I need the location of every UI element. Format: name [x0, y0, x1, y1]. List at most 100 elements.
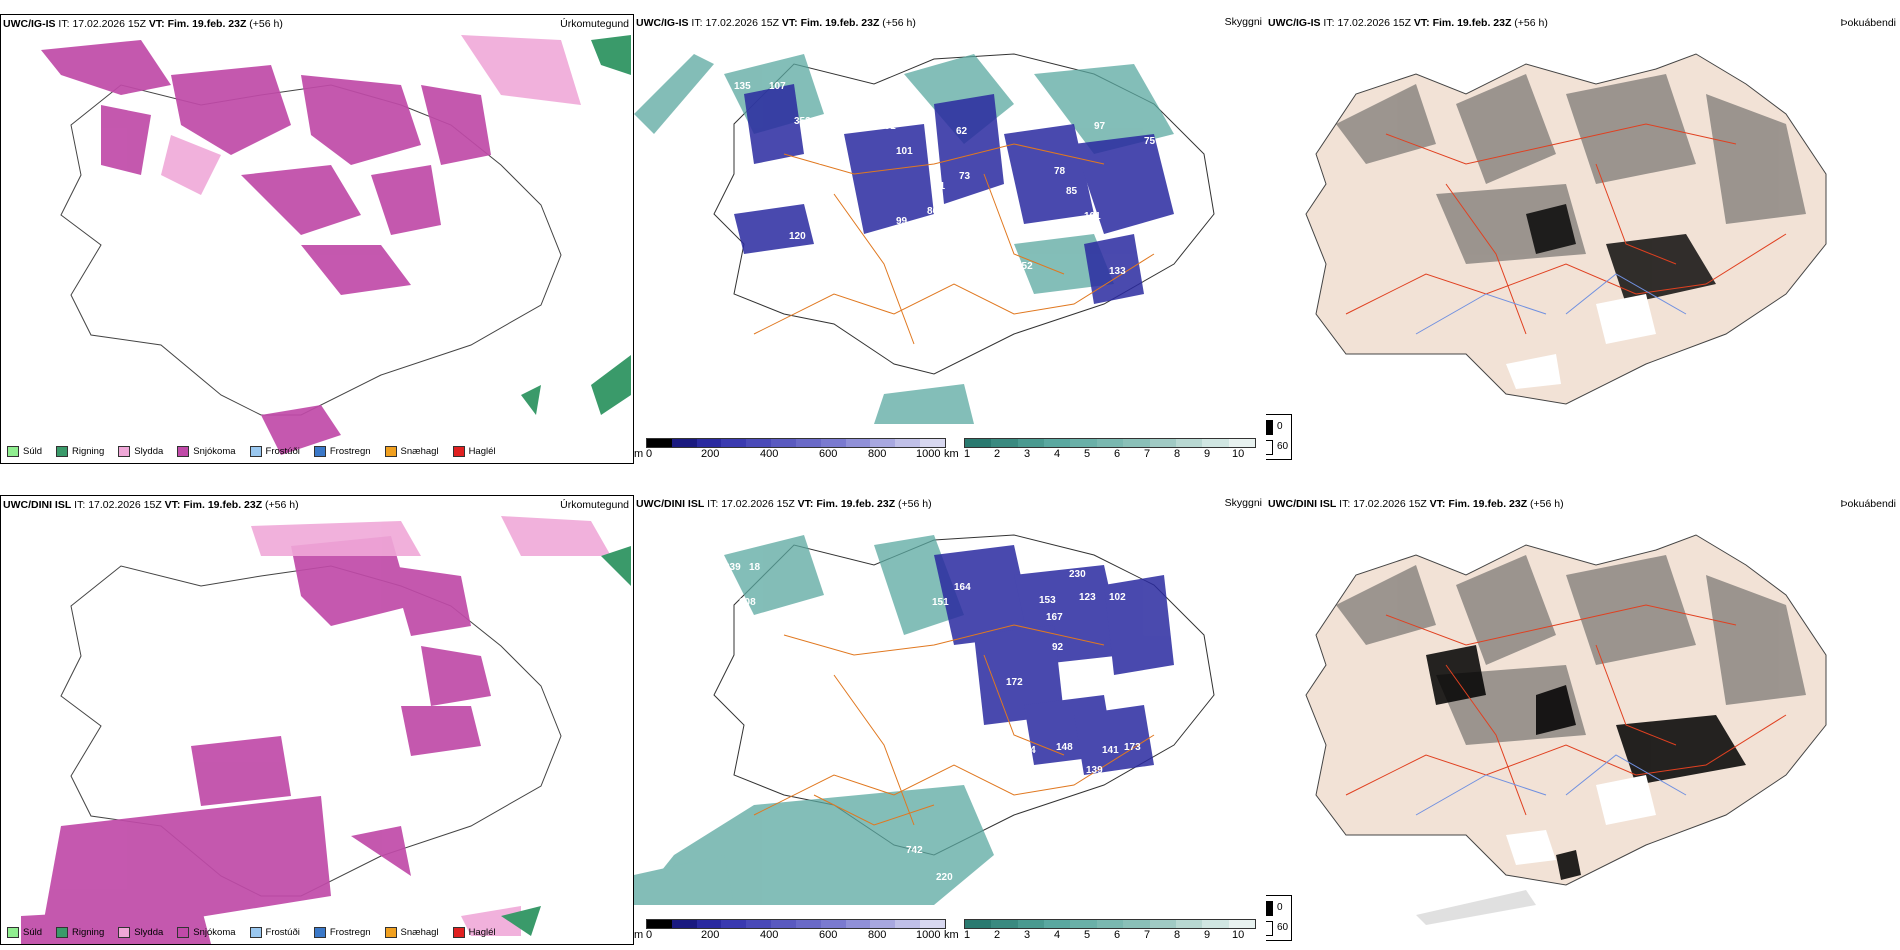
map-value-label: 94	[896, 241, 908, 252]
fog-legend-black	[1266, 420, 1273, 435]
panel-header: UWC/DINI ISL IT: 17.02.2026 15Z VT: Fim.…	[3, 499, 299, 511]
tick-label: 4	[1054, 929, 1061, 941]
colorbar-segment	[771, 439, 796, 447]
panel-type-label: Þokuábendi	[1840, 498, 1896, 510]
legend-item: Frostregn	[313, 446, 371, 457]
tick-label: 3	[1024, 448, 1031, 460]
map-value-label: 120	[789, 231, 806, 242]
visibility-labels-layer: 135 107 147 353 391 62 101 160 109 73 81…	[724, 81, 1156, 302]
map-value-label: 124	[1019, 745, 1036, 756]
panel-type-label: Úrkomutegund	[560, 18, 629, 30]
colorbar-segment	[1096, 920, 1124, 928]
map-value-label: 239	[724, 562, 741, 573]
tick-label: 2	[994, 448, 1001, 460]
legend-item: Snæhagl	[384, 927, 439, 938]
fog-legend-black-label: 0	[1277, 421, 1283, 432]
legend-item: Frostregn	[313, 927, 371, 938]
visibility-unit: km	[944, 929, 959, 941]
panel-type-label: Skyggni	[1224, 497, 1262, 509]
colorbar-segment	[1175, 439, 1203, 447]
tick-label: 400	[760, 929, 779, 941]
ceiling-unit: m	[634, 448, 644, 460]
tick-label: 7	[1144, 448, 1151, 460]
fog-map	[1305, 534, 1827, 925]
colorbar-segment	[1175, 920, 1203, 928]
colorbar-segment	[965, 439, 992, 447]
legend-item: Rigning	[56, 927, 104, 938]
tick-label: 400	[760, 448, 779, 460]
visibility-panel-top: UWC/IG-IS IT: 17.02.2026 15Z VT: Fim. 19…	[634, 14, 1266, 464]
colorbar-segment	[1096, 439, 1124, 447]
tick-label: 9	[1204, 929, 1211, 941]
colorbar-segment	[671, 439, 697, 447]
legend-item: Slydda	[118, 927, 163, 938]
map-value-label: 101	[1084, 211, 1101, 222]
precip-legend: Súld Rigning Slydda Snjókoma Frostúði Fr…	[7, 446, 496, 457]
visibility-colorbar: km 1 2 3 4 5 6 7 8 9 10	[944, 438, 1264, 464]
visibility-labels-layer: 239 18 108 257 89 151 164 230 123 102 15…	[724, 562, 1141, 883]
precip-map	[21, 516, 631, 944]
tick-label: 1000	[916, 929, 941, 941]
legend-item: Súld	[7, 446, 42, 457]
colorbar-segment	[1228, 920, 1255, 928]
visibility-colorbar-ramp	[964, 919, 1256, 929]
map-value-label: 391	[879, 121, 896, 132]
colorbar-segment	[991, 920, 1018, 928]
colorbar-segment	[721, 439, 747, 447]
panel-header: UWC/DINI ISL IT: 17.02.2026 15Z VT: Fim.…	[1268, 498, 1564, 510]
legend-swatch	[249, 927, 262, 938]
visibility-map	[634, 53, 1215, 424]
colorbar-segment	[746, 439, 772, 447]
map-value-label: 257	[754, 622, 771, 633]
legend-item: Súld	[7, 927, 42, 938]
map-value-label: 157	[1049, 772, 1066, 783]
legend-swatch	[56, 927, 69, 938]
tick-label: 5	[1084, 929, 1091, 941]
legend-swatch	[177, 927, 190, 938]
colorbar-segment	[895, 439, 921, 447]
fog-panel-top: UWC/IG-IS IT: 17.02.2026 15Z VT: Fim. 19…	[1266, 14, 1900, 464]
map-value-label: 18	[749, 562, 761, 573]
colorbar-segment	[1070, 920, 1097, 928]
tick-label: 5	[1084, 448, 1091, 460]
tick-label: 1	[964, 929, 971, 941]
ceiling-colorbar-ramp	[646, 919, 946, 929]
map-value-label: 85	[1066, 186, 1078, 197]
legend-item: Snæhagl	[384, 446, 439, 457]
map-value-label: 294	[1084, 685, 1101, 696]
tick-label: 6	[1114, 448, 1121, 460]
fog-legend: 0 60	[1266, 895, 1292, 941]
colorbar-segment	[647, 439, 672, 447]
colorbar-segment	[696, 439, 722, 447]
fog-legend-white	[1266, 921, 1273, 936]
ceiling-colorbar: m 0 200 400 600 800 1000	[634, 438, 954, 464]
map-value-label: 240	[1029, 101, 1046, 112]
legend-swatch	[249, 446, 262, 457]
colorbar-segment	[1044, 439, 1071, 447]
map-value-label: 141	[1102, 745, 1119, 756]
legend-item: Rigning	[56, 446, 104, 457]
colorbar-segment	[1123, 920, 1150, 928]
map-value-label: 62	[956, 126, 968, 137]
panel-type-label: Úrkomutegund	[560, 499, 629, 511]
panel-type-label: Þokuábendi	[1840, 17, 1896, 29]
tick-label: 200	[701, 448, 720, 460]
map-value-label: 173	[1124, 742, 1141, 753]
legend-item: Snjókoma	[177, 446, 236, 457]
precip-type-panel-top: UWC/IG-IS IT: 17.02.2026 15Z VT: Fim. 19…	[0, 14, 634, 464]
map-value-label: 102	[1109, 592, 1126, 603]
fog-legend-black-label: 0	[1277, 902, 1283, 913]
panel-header: UWC/IG-IS IT: 17.02.2026 15Z VT: Fim. 19…	[1268, 17, 1548, 29]
tick-label: 800	[868, 929, 887, 941]
colorbar-segment	[1202, 439, 1229, 447]
colorbar-segment	[920, 439, 945, 447]
tick-label: 6	[1114, 929, 1121, 941]
tick-label: 2	[994, 929, 1001, 941]
fog-legend-white-label: 60	[1277, 441, 1289, 452]
visibility-map	[634, 534, 1215, 905]
tick-label: 1	[964, 448, 971, 460]
legend-item: Slydda	[118, 446, 163, 457]
fog-legend-white	[1266, 440, 1273, 455]
tick-label: 10	[1232, 448, 1245, 460]
fog-map	[1305, 53, 1827, 405]
